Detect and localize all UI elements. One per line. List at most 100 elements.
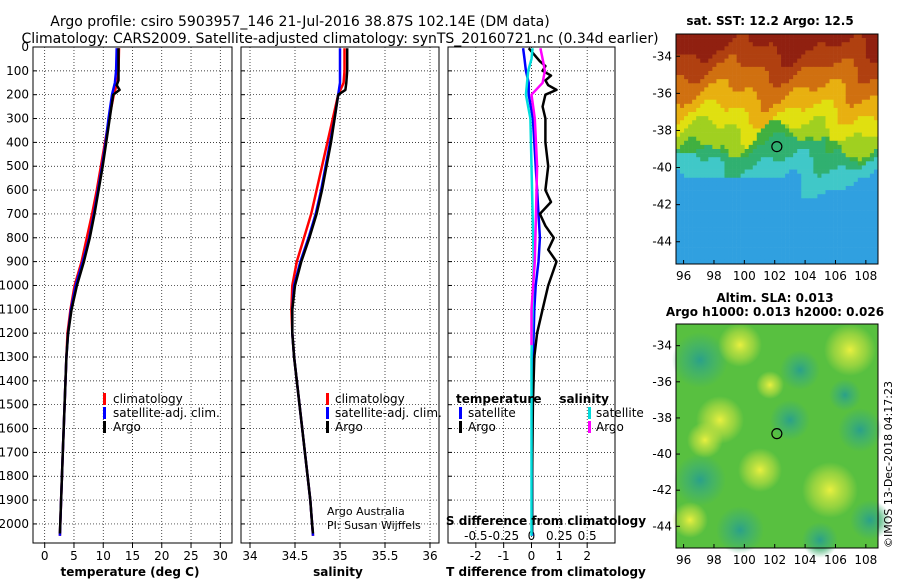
sst-cell [708, 79, 713, 84]
sst-cell [700, 116, 705, 121]
sst-cell [716, 58, 721, 64]
sst-cell [869, 161, 875, 166]
sst-cell [704, 140, 709, 146]
sst-cell [849, 169, 855, 174]
sst-cell [748, 227, 754, 232]
sst-cell [724, 181, 729, 187]
sst-cell [716, 165, 721, 170]
sst-cell [777, 62, 782, 68]
sst-cell [676, 235, 681, 240]
sst-cell [768, 259, 774, 265]
sst-cell [805, 202, 810, 207]
sst-cell [764, 165, 770, 170]
sst-cell [752, 42, 758, 47]
sst-cell [684, 144, 689, 150]
lon-tick-label: 108 [854, 269, 877, 283]
sst-cell [748, 181, 754, 187]
sst-cell [712, 136, 717, 142]
sst-cell [793, 218, 798, 224]
sst-cell [857, 128, 863, 133]
sst-cell [777, 128, 782, 133]
sst-cell [744, 194, 750, 199]
y-tick-label: 1000 [0, 278, 29, 292]
lon-tick-label: 106 [824, 269, 847, 283]
sst-cell [768, 140, 774, 146]
sst-cell [704, 185, 709, 191]
y-tick-label: 1500 [0, 398, 29, 412]
sst-cell [833, 58, 838, 64]
sst-cell [793, 66, 798, 72]
sst-cell [829, 124, 834, 129]
sst-cell [736, 177, 741, 183]
temperature-panel: 0100200300400500600700800900100011001200… [0, 40, 233, 579]
sst-cell [768, 50, 774, 55]
sst-cell [829, 136, 834, 142]
sst-cell [809, 247, 814, 252]
sst-cell [821, 247, 826, 252]
sst-cell [817, 54, 822, 59]
sst-cell [861, 38, 867, 43]
sst-cell [801, 87, 806, 92]
sst-cell [740, 140, 745, 146]
legend-header-salinity: salinity [559, 392, 609, 406]
sst-cell [720, 116, 725, 121]
sst-cell [696, 87, 701, 92]
sst-cell [821, 206, 826, 211]
sst-cell [849, 239, 855, 244]
sst-cell [756, 161, 762, 166]
sst-cell [825, 210, 830, 216]
sst-cell [716, 112, 721, 117]
sst-cell [680, 243, 685, 248]
sst-cell [829, 259, 834, 265]
sst-cell [712, 161, 717, 166]
sst-cell [720, 173, 725, 179]
sst-cell [772, 222, 778, 228]
sst-cell [841, 231, 846, 236]
sst-cell [704, 149, 709, 154]
sst-cell [805, 144, 810, 150]
sst-cell [833, 181, 838, 187]
sst-cell [785, 66, 790, 72]
sst-cell [680, 198, 685, 203]
sst-cell [833, 107, 838, 113]
sst-cell [789, 124, 794, 129]
sst-cell [841, 173, 846, 179]
sst-cell [744, 259, 750, 265]
sst-cell [696, 83, 701, 88]
x-tick-label: 34 [242, 549, 257, 563]
sst-cell [692, 181, 697, 187]
sst-cell [772, 218, 778, 224]
sst-cell [777, 83, 782, 88]
sst-cell [793, 99, 798, 105]
sst-cell [817, 42, 822, 47]
sst-cell [777, 181, 782, 187]
sst-cell [841, 66, 846, 72]
sst-cell [853, 83, 859, 88]
sst-cell [760, 54, 766, 59]
sst-cell [700, 251, 705, 257]
sst-cell [821, 239, 826, 244]
sst-cell [845, 169, 851, 174]
sst-cell [692, 112, 697, 117]
sst-cell [789, 132, 794, 137]
sst-cell [869, 202, 875, 207]
sst-cell [740, 144, 745, 150]
sst-cell [873, 116, 879, 121]
sst-cell [772, 107, 778, 113]
sst-cell [716, 62, 721, 68]
sst-cell [797, 95, 802, 101]
sst-cell [688, 116, 693, 121]
sst-cell [833, 206, 838, 211]
sst-cell [708, 149, 713, 154]
sst-cell [833, 214, 838, 220]
sst-cell [740, 103, 745, 109]
sst-cell [684, 210, 689, 216]
sst-cell [841, 107, 846, 113]
sst-cell [825, 34, 830, 39]
sst-cell [720, 255, 725, 261]
sst-cell [684, 222, 689, 228]
sst-cell [869, 136, 875, 142]
sst-cell [772, 202, 778, 207]
sst-cell [732, 153, 737, 158]
sst-cell [817, 140, 822, 146]
